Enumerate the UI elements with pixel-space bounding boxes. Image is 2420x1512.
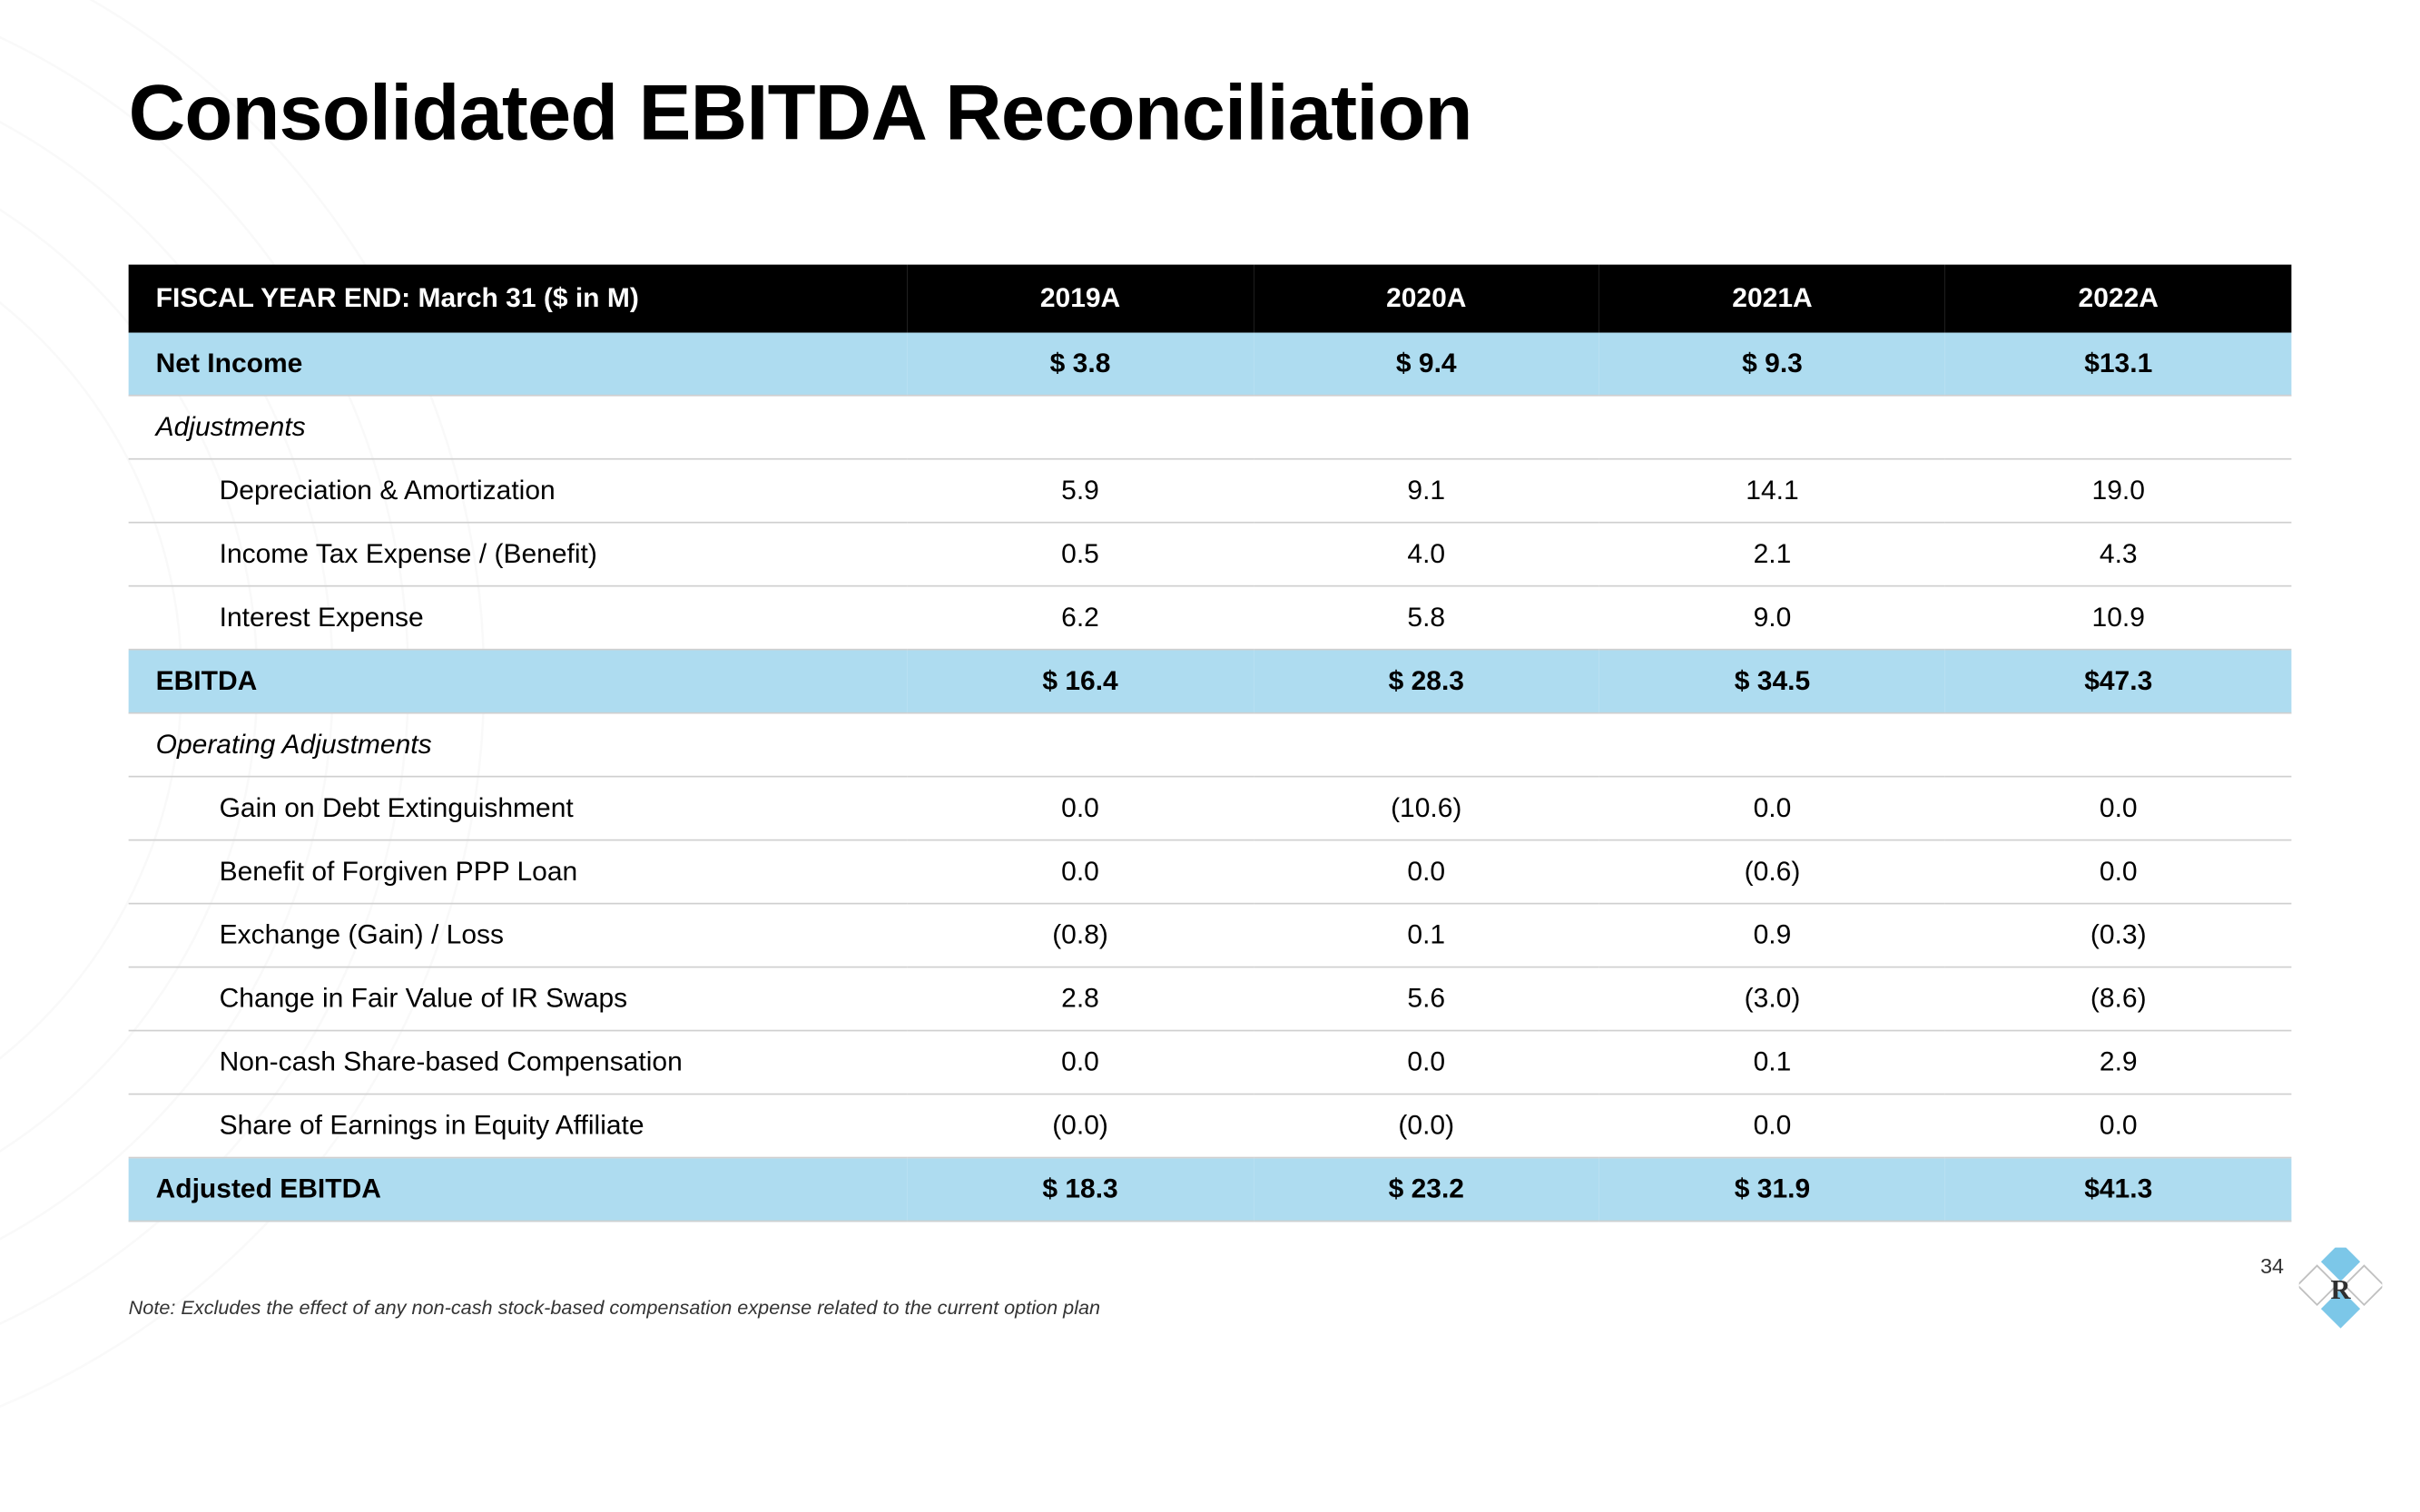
row-value: (0.3)	[1945, 904, 2291, 967]
table-row: Share of Earnings in Equity Affiliate(0.…	[129, 1095, 2292, 1158]
row-label: Adjusted EBITDA	[129, 1158, 908, 1222]
row-value: $ 23.2	[1254, 1158, 1599, 1222]
header-col-3: 2022A	[1945, 265, 2291, 333]
row-value: 0.1	[1599, 1031, 1945, 1095]
row-value	[1945, 713, 2291, 777]
row-label: Share of Earnings in Equity Affiliate	[129, 1095, 908, 1158]
header-col-2: 2021A	[1599, 265, 1945, 333]
row-label: Non-cash Share-based Compensation	[129, 1031, 908, 1095]
logo-icon: R	[2299, 1248, 2383, 1331]
row-value: 0.0	[1945, 1095, 2291, 1158]
row-label: Income Tax Expense / (Benefit)	[129, 523, 908, 586]
row-value: 6.2	[907, 586, 1253, 650]
row-value: 10.9	[1945, 586, 2291, 650]
row-value: $ 9.3	[1599, 333, 1945, 396]
row-value: 19.0	[1945, 459, 2291, 523]
table-row: Interest Expense6.25.89.010.9	[129, 586, 2292, 650]
table-row: Depreciation & Amortization5.99.114.119.…	[129, 459, 2292, 523]
page-title: Consolidated EBITDA Reconciliation	[129, 68, 1472, 159]
row-value: (0.6)	[1599, 840, 1945, 904]
row-value: 0.0	[1599, 1095, 1945, 1158]
table-row: Adjusted EBITDA$ 18.3$ 23.2$ 31.9$41.3	[129, 1158, 2292, 1222]
row-value: 0.0	[907, 1031, 1253, 1095]
table-header-row: FISCAL YEAR END: March 31 ($ in M) 2019A…	[129, 265, 2292, 333]
row-value: $13.1	[1945, 333, 2291, 396]
row-value: $ 18.3	[907, 1158, 1253, 1222]
row-value	[1254, 396, 1599, 459]
row-value: (10.6)	[1254, 777, 1599, 840]
table-row: Income Tax Expense / (Benefit)0.54.02.14…	[129, 523, 2292, 586]
row-value: 0.0	[907, 840, 1253, 904]
row-label: Gain on Debt Extinguishment	[129, 777, 908, 840]
slide: Consolidated EBITDA Reconciliation FISCA…	[0, 0, 2420, 1361]
row-value: 5.8	[1254, 586, 1599, 650]
row-value: 2.1	[1599, 523, 1945, 586]
row-value: 2.9	[1945, 1031, 2291, 1095]
row-label: Depreciation & Amortization	[129, 459, 908, 523]
header-col-1: 2020A	[1254, 265, 1599, 333]
row-value: $ 16.4	[907, 650, 1253, 713]
row-value: $ 28.3	[1254, 650, 1599, 713]
page-number: 34	[2260, 1253, 2284, 1278]
table-body: Net Income$ 3.8$ 9.4$ 9.3$13.1Adjustment…	[129, 333, 2292, 1222]
row-value: 5.6	[1254, 967, 1599, 1031]
row-value: (8.6)	[1945, 967, 2291, 1031]
row-label: Exchange (Gain) / Loss	[129, 904, 908, 967]
row-value: $47.3	[1945, 650, 2291, 713]
row-value: $ 3.8	[907, 333, 1253, 396]
row-value: 9.0	[1599, 586, 1945, 650]
row-value: 4.3	[1945, 523, 2291, 586]
row-value: $ 34.5	[1599, 650, 1945, 713]
row-value: 0.0	[907, 777, 1253, 840]
row-value	[907, 713, 1253, 777]
row-value: $41.3	[1945, 1158, 2291, 1222]
row-value: 0.5	[907, 523, 1253, 586]
table-row: Gain on Debt Extinguishment0.0(10.6)0.00…	[129, 777, 2292, 840]
row-value: 0.1	[1254, 904, 1599, 967]
ebitda-table-wrap: FISCAL YEAR END: March 31 ($ in M) 2019A…	[129, 265, 2292, 1222]
row-value: (0.0)	[1254, 1095, 1599, 1158]
header-col-0: 2019A	[907, 265, 1253, 333]
row-value: 0.0	[1254, 840, 1599, 904]
row-value: 0.9	[1599, 904, 1945, 967]
row-value: $ 31.9	[1599, 1158, 1945, 1222]
row-value: 14.1	[1599, 459, 1945, 523]
table-row: Operating Adjustments	[129, 713, 2292, 777]
row-value	[1599, 713, 1945, 777]
row-label: Benefit of Forgiven PPP Loan	[129, 840, 908, 904]
row-value: (3.0)	[1599, 967, 1945, 1031]
row-value: 0.0	[1945, 840, 2291, 904]
row-label: Operating Adjustments	[129, 713, 908, 777]
row-label: EBITDA	[129, 650, 908, 713]
table-row: Net Income$ 3.8$ 9.4$ 9.3$13.1	[129, 333, 2292, 396]
row-value: 0.0	[1599, 777, 1945, 840]
table-row: Exchange (Gain) / Loss(0.8)0.10.9(0.3)	[129, 904, 2292, 967]
row-value	[1945, 396, 2291, 459]
row-value	[1254, 713, 1599, 777]
row-value: 0.0	[1945, 777, 2291, 840]
table-row: Change in Fair Value of IR Swaps2.85.6(3…	[129, 967, 2292, 1031]
table-row: Non-cash Share-based Compensation0.00.00…	[129, 1031, 2292, 1095]
row-value: 2.8	[907, 967, 1253, 1031]
header-label: FISCAL YEAR END: March 31 ($ in M)	[129, 265, 908, 333]
row-value: 4.0	[1254, 523, 1599, 586]
row-label: Change in Fair Value of IR Swaps	[129, 967, 908, 1031]
row-value: (0.8)	[907, 904, 1253, 967]
footnote: Note: Excludes the effect of any non-cas…	[129, 1296, 1100, 1319]
row-label: Adjustments	[129, 396, 908, 459]
row-label: Interest Expense	[129, 586, 908, 650]
row-value: 5.9	[907, 459, 1253, 523]
row-value: $ 9.4	[1254, 333, 1599, 396]
table-row: Adjustments	[129, 396, 2292, 459]
row-label: Net Income	[129, 333, 908, 396]
svg-text:R: R	[2330, 1274, 2351, 1305]
ebitda-table: FISCAL YEAR END: March 31 ($ in M) 2019A…	[129, 265, 2292, 1222]
table-row: Benefit of Forgiven PPP Loan0.00.0(0.6)0…	[129, 840, 2292, 904]
row-value: (0.0)	[907, 1095, 1253, 1158]
row-value: 0.0	[1254, 1031, 1599, 1095]
row-value	[907, 396, 1253, 459]
row-value	[1599, 396, 1945, 459]
table-row: EBITDA$ 16.4$ 28.3$ 34.5$47.3	[129, 650, 2292, 713]
row-value: 9.1	[1254, 459, 1599, 523]
